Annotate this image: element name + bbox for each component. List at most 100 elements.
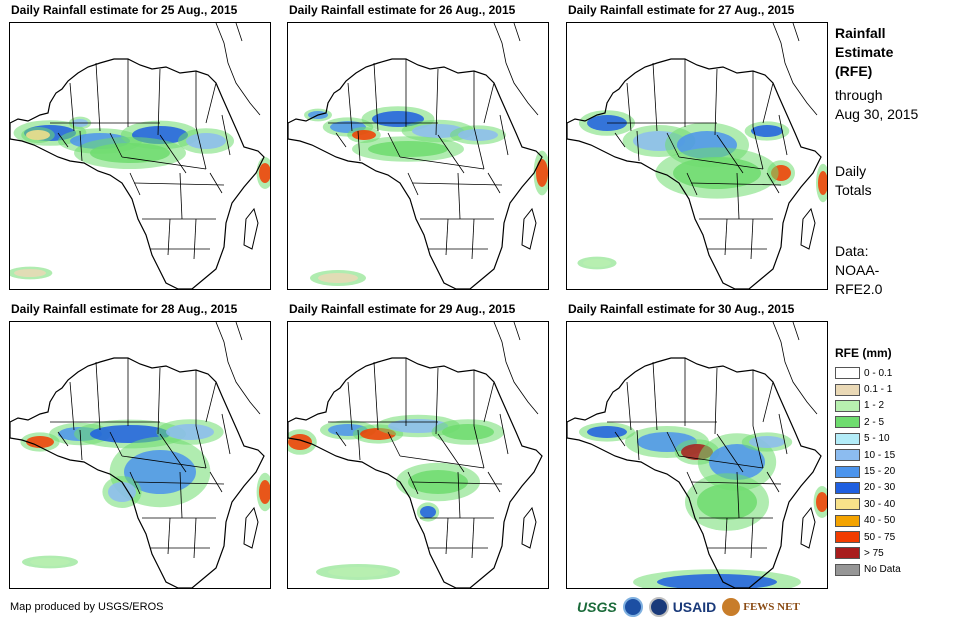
country-border	[714, 367, 718, 435]
country-border	[69, 381, 75, 431]
rainfall-area	[26, 130, 50, 140]
country-border	[133, 481, 225, 485]
legend-label: 40 - 50	[864, 515, 896, 527]
legend-label: 15 - 20	[864, 466, 896, 478]
rainfall-area	[108, 482, 136, 502]
middle-east-outline	[493, 23, 539, 116]
country-border	[121, 156, 207, 170]
legend-item: 0 - 0.1	[835, 365, 965, 381]
country-border	[399, 156, 485, 170]
country-border	[387, 132, 401, 158]
partner-logos: USGS USAID FEWS NET	[577, 594, 827, 620]
country-border	[195, 425, 207, 469]
madagascar-outline	[800, 207, 816, 250]
rainfall-area	[536, 159, 548, 187]
country-border	[499, 114, 509, 156]
country-border	[79, 429, 83, 461]
rainfall-area	[352, 130, 376, 140]
legend-swatch	[835, 416, 860, 429]
country-border	[487, 471, 501, 493]
legend-item: 5 - 10	[835, 431, 965, 447]
country-border	[690, 182, 782, 186]
rainfall-area	[697, 484, 757, 520]
rainfall-map	[9, 22, 271, 290]
middle-east-outline	[215, 322, 261, 415]
title-line: (RFE)	[835, 63, 873, 79]
country-border	[473, 425, 485, 469]
rainfall-area	[318, 273, 358, 283]
country-border	[626, 381, 632, 431]
map-graphic	[288, 322, 543, 588]
rainfall-area	[30, 558, 70, 566]
country-border	[193, 218, 197, 260]
country-border	[209, 172, 223, 194]
country-border	[387, 431, 401, 457]
country-border	[205, 381, 217, 423]
country-border	[716, 134, 744, 174]
rainfall-area	[458, 129, 498, 141]
panel-title: Daily Rainfall estimate for 30 Aug., 201…	[568, 302, 795, 316]
rainfall-area	[583, 259, 611, 267]
panel-title: Daily Rainfall estimate for 29 Aug., 201…	[289, 302, 516, 316]
map-panel-aug30: Daily Rainfall estimate for 30 Aug., 201…	[566, 302, 828, 592]
coastline	[288, 357, 543, 588]
country-border	[762, 82, 774, 124]
country-border	[221, 413, 231, 455]
legend-label: 10 - 15	[864, 449, 896, 461]
country-border	[193, 517, 197, 559]
country-border	[766, 172, 780, 194]
legend-label: 1 - 2	[864, 400, 885, 412]
country-border	[159, 134, 187, 174]
rainfall-area	[166, 424, 214, 440]
country-border	[716, 433, 744, 473]
country-border	[499, 413, 509, 455]
country-border	[724, 517, 728, 555]
madagascar-outline	[243, 506, 259, 549]
country-border	[652, 62, 658, 132]
madagascar-outline	[800, 506, 816, 549]
country-border	[483, 82, 495, 124]
country-border	[483, 381, 495, 423]
country-border	[129, 172, 141, 196]
map-graphic	[10, 23, 270, 289]
text-line: Totals	[835, 182, 872, 198]
country-border	[205, 82, 217, 124]
country-border	[750, 517, 754, 559]
rainfall-area	[673, 157, 761, 189]
legend-item: 10 - 15	[835, 447, 965, 463]
rainfall-area	[751, 125, 783, 137]
country-border	[79, 130, 83, 162]
country-border	[167, 517, 171, 555]
country-border	[133, 182, 225, 186]
rainfall-map	[566, 321, 828, 589]
country-border	[762, 381, 774, 423]
legend-label: 5 - 10	[864, 433, 890, 445]
legend-swatch	[835, 367, 860, 380]
madagascar-outline	[243, 207, 259, 250]
legend-swatch	[835, 498, 860, 511]
panel-title: Daily Rainfall estimate for 26 Aug., 201…	[289, 3, 516, 17]
country-border	[159, 433, 187, 473]
rainfall-map	[287, 22, 549, 290]
usgs-logo: USGS	[577, 599, 617, 615]
country-border	[95, 361, 101, 431]
country-border	[457, 172, 461, 220]
rainfall-area	[816, 492, 827, 512]
rainfall-area	[26, 436, 54, 448]
country-border	[335, 431, 347, 447]
middle-east-outline	[772, 23, 818, 116]
legend-item: 50 - 75	[835, 529, 965, 545]
country-border	[437, 134, 465, 174]
rainfall-area	[818, 171, 827, 195]
rainfall-area	[90, 143, 170, 163]
madagascar-outline	[521, 506, 537, 549]
country-border	[179, 471, 183, 519]
legend-item: 15 - 20	[835, 463, 965, 479]
legend-item: 2 - 5	[835, 414, 965, 430]
country-border	[487, 172, 501, 194]
legend-swatch	[835, 383, 860, 396]
country-border	[666, 132, 680, 158]
middle-east-outline	[215, 23, 261, 116]
country-border	[766, 471, 780, 493]
country-border	[399, 455, 485, 469]
